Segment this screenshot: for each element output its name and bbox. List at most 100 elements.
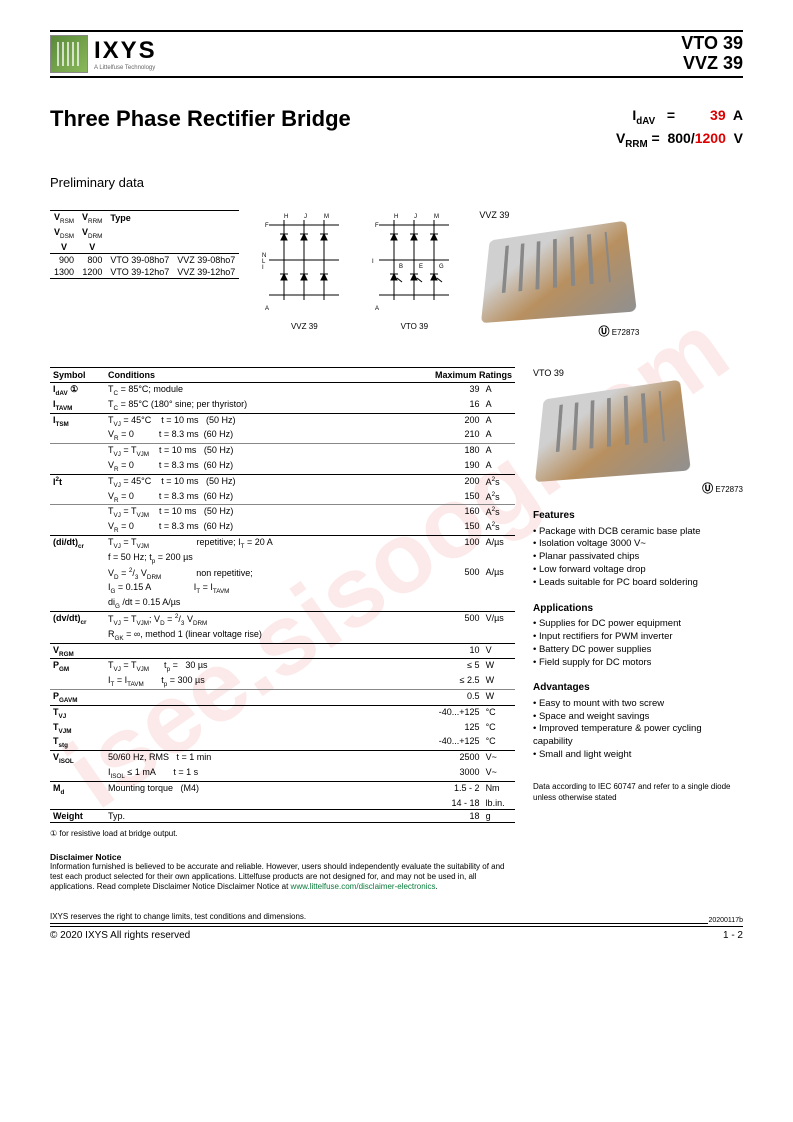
spec-row: (di/dt)crTVJ = TVJM repetitive; IT = 20 … [50, 536, 515, 551]
feature-item: Package with DCB ceramic base plate [533, 526, 743, 539]
feature-item: Leads suitable for PC board soldering [533, 577, 743, 590]
svg-text:I: I [262, 265, 264, 271]
application-item: Battery DC power supplies [533, 644, 743, 657]
circuit-diagram-2: FHJM I BEG A VTO 39 [369, 210, 459, 331]
spec-header-max: Maximum Ratings [432, 368, 515, 383]
advantage-item: Space and weight savings [533, 711, 743, 724]
spec-row: TVJ = TVJM t = 10 ms (50 Hz)160A2s [50, 505, 515, 520]
spec-row: IT = ITAVM tp = 300 µs≤ 2.5W [50, 674, 515, 689]
vrrm-value: 1200 [695, 130, 726, 146]
spec-row: PGMTVJ = TVJM tp = 30 µs≤ 5W [50, 659, 515, 674]
part-number-2: VVZ 39 [681, 54, 743, 74]
part-numbers: VTO 39 VVZ 39 [681, 34, 743, 74]
date-code: 20200117b [708, 917, 743, 924]
svg-text:E: E [419, 264, 423, 270]
circuit-diagram-1: FHJM NLI A VVZ 39 [259, 210, 349, 331]
applications-heading: Applications [533, 602, 743, 616]
spec-row: WeightTyp.18g [50, 809, 515, 822]
spec-row: IG = 0.15 A IT = ITAVM [50, 581, 515, 596]
circuit-2-label: VTO 39 [369, 322, 459, 331]
type-table: VRSM VRRM Type VDSM VDRM V V 900 800 VTO… [50, 210, 239, 279]
applications-list: Supplies for DC power equipmentInput rec… [533, 618, 743, 669]
package-2-label: VTO 39 [533, 367, 743, 379]
spec-row: 14 - 18lb.in. [50, 797, 515, 810]
spec-header-conditions: Conditions [105, 368, 432, 383]
features-heading: Features [533, 509, 743, 523]
spec-header-symbol: Symbol [50, 368, 105, 383]
disclaimer-heading: Disclaimer Notice [50, 852, 515, 863]
spec-row: (dv/dt)crTVJ = TVJM; VD = 2/3 VDRM500V/µ… [50, 612, 515, 628]
idav-value: 39 [710, 107, 726, 123]
spec-row: TVJ = TVJM t = 10 ms (50 Hz)180A [50, 444, 515, 459]
disclaimer-link[interactable]: www.littelfuse.com/disclaimer-electronic… [291, 882, 436, 891]
svg-text:F: F [265, 223, 269, 229]
svg-text:H: H [284, 214, 288, 220]
ul-icon: Ⓤ [598, 326, 609, 338]
spec-row: VRGM10V [50, 643, 515, 659]
spec-row: VR = 0 t = 8.3 ms (60 Hz)150A2s [50, 490, 515, 505]
reserve-note: IXYS reserves the right to change limits… [50, 912, 708, 924]
svg-text:G: G [439, 264, 444, 270]
svg-text:M: M [324, 214, 329, 220]
application-item: Supplies for DC power equipment [533, 618, 743, 631]
svg-text:J: J [414, 214, 417, 220]
iec-note: Data according to IEC 60747 and refer to… [533, 782, 743, 804]
spec-row: ITSMTVJ = 45°C t = 10 ms (50 Hz)200A [50, 413, 515, 428]
vrrm-sym: V [616, 130, 625, 146]
page-title: Three Phase Rectifier Bridge [50, 106, 351, 132]
preliminary-note: Preliminary data [50, 175, 743, 190]
logo-icon [50, 35, 88, 73]
advantages-heading: Advantages [533, 681, 743, 695]
spec-row: VISOL50/60 Hz, RMS t = 1 min2500V~ [50, 751, 515, 766]
ul-code-2: E72873 [715, 485, 743, 494]
ul-code-1: E72873 [612, 328, 640, 337]
package-1-image [481, 221, 637, 324]
logo-block: IXYS A Littelfuse Technology [50, 35, 157, 73]
part-number-1: VTO 39 [681, 34, 743, 54]
spec-row: ITAVMTC = 85°C (180° sine; per thyristor… [50, 398, 515, 413]
features-list: Package with DCB ceramic base plateIsola… [533, 526, 743, 590]
svg-text:F: F [375, 223, 379, 229]
brand-name: IXYS [94, 37, 157, 65]
spec-row: Tstg-40...+125°C [50, 735, 515, 750]
svg-text:H: H [394, 214, 398, 220]
spec-row: IdAV ①TC = 85°C; module39A [50, 383, 515, 398]
spec-row: VD = 2/3 VDRM non repetitive;500A/µs [50, 566, 515, 582]
svg-text:M: M [434, 214, 439, 220]
copyright: © 2020 IXYS All rights reserved [50, 930, 190, 941]
header-bar: IXYS A Littelfuse Technology VTO 39 VVZ … [50, 30, 743, 78]
spec-row: IISOL ≤ 1 mA t = 1 s3000V~ [50, 766, 515, 781]
application-item: Field supply for DC motors [533, 657, 743, 670]
ul-icon-2: Ⓤ [702, 483, 713, 495]
key-ratings: IdAV = 39 A VRRM = 800/1200 V [616, 106, 743, 151]
spec-row: diG /dt = 0.15 A/µs [50, 596, 515, 611]
advantage-item: Improved temperature & power cycling cap… [533, 723, 743, 749]
page-number: 1 - 2 [723, 930, 743, 941]
spec-row: RGK = ∞, method 1 (linear voltage rise) [50, 628, 515, 643]
spec-row: VR = 0 t = 8.3 ms (60 Hz)190A [50, 459, 515, 474]
feature-item: Low forward voltage drop [533, 564, 743, 577]
spec-row: f = 50 Hz; tp = 200 µs [50, 551, 515, 566]
package-block-1: VVZ 39 Ⓤ E72873 [479, 210, 639, 339]
brand-tagline: A Littelfuse Technology [94, 65, 157, 71]
package-2-image [535, 380, 691, 483]
disclaimer-body: Information furnished is believed to be … [50, 862, 505, 891]
package-block-2: VTO 39 Ⓤ E72873 [533, 367, 743, 497]
advantage-item: Small and light weight [533, 749, 743, 762]
disclaimer: Disclaimer Notice Information furnished … [50, 852, 515, 893]
feature-item: Isolation voltage 3000 V~ [533, 538, 743, 551]
svg-text:I: I [372, 259, 374, 265]
spec-table: Symbol Conditions Maximum Ratings IdAV ①… [50, 367, 515, 823]
package-1-label: VVZ 39 [479, 210, 639, 220]
footnote: ① for resistive load at bridge output. [50, 829, 515, 838]
application-item: Input rectifiers for PWM inverter [533, 631, 743, 644]
spec-row: PGAVM0.5W [50, 690, 515, 706]
advantage-item: Easy to mount with two screw [533, 698, 743, 711]
spec-row: MdMounting torque (M4)1.5 - 2Nm [50, 781, 515, 796]
spec-row: VR = 0 t = 8.3 ms (60 Hz)210A [50, 428, 515, 443]
spec-row: I2tTVJ = 45°C t = 10 ms (50 Hz)200A2s [50, 474, 515, 489]
svg-text:B: B [399, 264, 403, 270]
feature-item: Planar passivated chips [533, 551, 743, 564]
spec-row: TVJM125°C [50, 721, 515, 736]
svg-text:J: J [304, 214, 307, 220]
